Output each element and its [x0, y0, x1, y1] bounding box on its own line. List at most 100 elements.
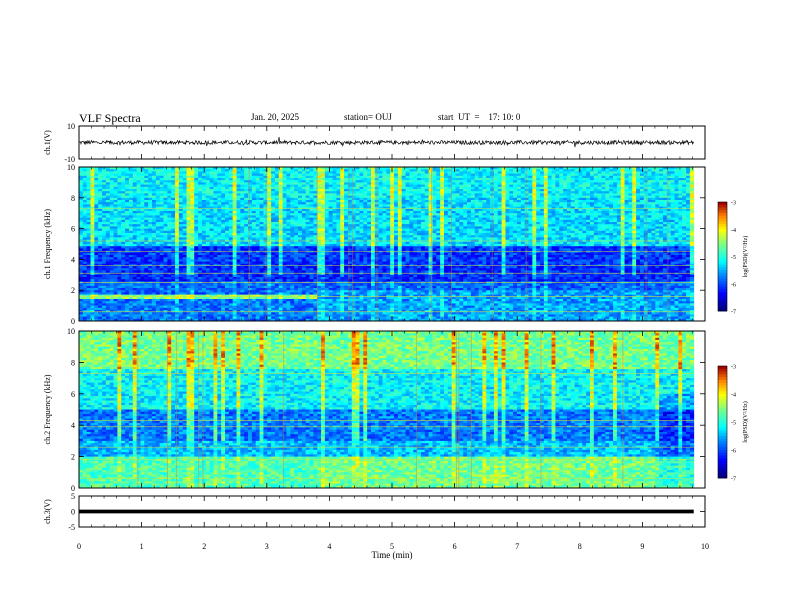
ch1-spectrogram-cell: [213, 303, 218, 306]
ch1-spectrogram-cell: [267, 217, 272, 221]
ch1-spectrogram-cell: [263, 200, 268, 203]
ch1-spectrogram-cell: [286, 272, 291, 276]
ch1-spectrogram-cell: [244, 184, 249, 188]
ch1-spectrogram-cell: [282, 215, 287, 218]
ch1-spectrogram-cell: [167, 263, 172, 267]
ch1-spectrogram-cell: [171, 261, 176, 265]
ch1-spectrogram-cell: [244, 180, 249, 183]
ch1-spectrogram-cell: [167, 266, 172, 269]
ch1-spectrogram-cell: [90, 270, 95, 273]
ch1-spectrogram-cell: [90, 318, 95, 322]
ch1-spectrogram-cell: [271, 226, 276, 229]
ch1-spectrogram-cell: [244, 235, 249, 238]
ch1-spectrogram-cell: [236, 167, 241, 170]
ch1-spectrogram-cell: [209, 274, 214, 278]
ch1-spectrogram-cell: [201, 235, 207, 238]
ch1-spectrogram-cell: [228, 285, 234, 289]
ch1-spectrogram-cell: [98, 195, 103, 199]
ch1-spectrogram-cell: [171, 294, 176, 298]
ch1-spectrogram-cell: [113, 182, 118, 185]
ch1-spectrogram-cell: [155, 263, 161, 267]
ch1-spectrogram-cell: [86, 288, 91, 291]
ch1-spectrogram-cell: [182, 312, 187, 315]
ch1-spectrogram-cell: [94, 285, 99, 289]
ch1-spectrogram-cell: [182, 202, 187, 205]
ch1-spectrogram-cell: [186, 230, 191, 234]
ch1-spectrogram-cell: [190, 169, 195, 172]
ch1-spectrogram-cell: [132, 213, 138, 216]
ch1-spectrogram-cell: [125, 252, 130, 256]
ch1-spectrogram-cell: [178, 193, 184, 196]
ch1-spectrogram-cell: [278, 299, 284, 302]
ch1-spectrogram-cell: [294, 184, 299, 188]
ch1-spectrogram-cell: [201, 244, 207, 247]
ch1-spectrogram-cell: [298, 270, 303, 273]
ch1-spectrogram-cell: [271, 211, 276, 214]
ch1-spectrogram-cell: [105, 299, 111, 302]
ch1-spectrogram-cell: [298, 292, 303, 295]
ch1-spectrogram-cell: [228, 314, 234, 317]
ch1-spectrogram-cell: [159, 307, 164, 311]
ch1-spectrogram-cell: [263, 274, 268, 278]
ch1-spectrogram-cell: [113, 268, 118, 271]
ch1-spectrogram-cell: [225, 213, 230, 216]
ch1-spectrogram-cell: [209, 175, 214, 179]
ch1-spectrogram-cell: [286, 261, 291, 265]
ch1-spectrogram-cell: [313, 180, 318, 183]
ch1-spectrogram-cell: [79, 169, 84, 172]
ch1-spectrogram-cell: [82, 233, 88, 236]
ch1-spectrogram-cell: [90, 182, 95, 185]
ch1-spectrogram-cell: [121, 171, 126, 174]
ch1-spectrogram-cell: [125, 290, 130, 293]
ch1-spectrogram-cell: [194, 283, 199, 287]
ch1-spectrogram-cell: [102, 316, 107, 320]
ch1-spectrogram-cell: [190, 206, 195, 210]
ch1-spectrogram-cell: [286, 294, 291, 298]
ch1-spectrogram-cell: [294, 255, 299, 258]
ch1-spectrogram-cell: [144, 285, 149, 289]
ch1-spectrogram-cell: [132, 274, 138, 278]
ch1-spectrogram-cell: [244, 219, 249, 223]
ch1-spectrogram-cell: [213, 318, 218, 322]
ch1-spectrogram-cell: [125, 244, 130, 247]
ch1-spectrogram-cell: [155, 230, 161, 234]
ch1-spectrogram-cell: [152, 316, 157, 320]
ch1-spectrogram-cell: [244, 226, 249, 229]
ch1-spectrogram-cell: [274, 235, 280, 238]
ch1-spectrogram-cell: [159, 312, 164, 315]
ch1-spectrogram-cell: [225, 204, 230, 207]
ch1-spectrogram-cell: [140, 266, 145, 269]
ch1-spectrogram-cell: [163, 307, 168, 311]
ch1-spectrogram-cell: [140, 171, 145, 174]
ch1-spectrogram-cell: [105, 219, 111, 223]
ch1-spectrogram-cell: [228, 246, 234, 249]
ch1-spectrogram-cell: [282, 277, 287, 280]
ch1-spectrogram-cell: [175, 277, 180, 280]
ch1-spectrogram-cell: [309, 294, 314, 298]
ch1-spectrogram-cell: [286, 310, 291, 313]
ch1-spectrogram-cell: [186, 261, 191, 265]
ch1-spectrogram-cell: [263, 175, 268, 179]
ch1-spectrogram-cell: [209, 217, 214, 221]
ch1-spectrogram-cell: [267, 290, 272, 293]
ch1-spectrogram-cell: [136, 191, 141, 194]
ch1-spectrogram-cell: [298, 217, 303, 221]
ch1-spectrogram-cell: [217, 213, 222, 216]
ch1-spectrogram-cell: [263, 252, 268, 256]
ch1-spectrogram-cell: [94, 301, 99, 304]
ch1-spectrogram-cell: [205, 222, 211, 225]
ch1-spectrogram-cell: [221, 266, 226, 269]
ch1-spectrogram-cell: [167, 233, 172, 236]
ch1-spectrogram-cell: [221, 316, 226, 320]
ch1-spectrogram-cell: [148, 237, 153, 240]
ch1-spectrogram-cell: [271, 228, 276, 232]
ch1-spectrogram-cell: [194, 277, 199, 280]
ch1-spectrogram-cell: [186, 301, 191, 304]
ch1-spectrogram-cell: [86, 272, 91, 276]
ch1-spectrogram-cell: [301, 283, 307, 287]
ch1-spectrogram-cell: [225, 272, 230, 276]
ch1-spectrogram-cell: [175, 285, 180, 289]
ch1-spectrogram-cell: [282, 292, 287, 295]
ch1-spectrogram-cell: [94, 314, 99, 317]
ch1-spectrogram-cell: [294, 305, 299, 309]
